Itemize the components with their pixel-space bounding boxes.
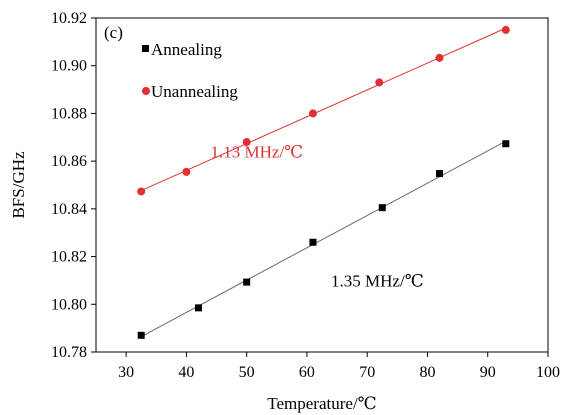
x-tick-label: 90	[480, 364, 496, 381]
slope-annotation-unannealing: 1.13 MHz/℃	[211, 143, 304, 162]
data-point-annealing	[309, 238, 317, 246]
data-point-unannealing	[137, 187, 146, 196]
slope-annotation-annealing: 1.35 MHz/℃	[331, 271, 424, 290]
legend-label-annealing: Annealing	[151, 40, 222, 59]
data-point-annealing	[194, 304, 202, 312]
x-tick-label: 30	[118, 364, 134, 381]
fit-line-unannealing	[140, 27, 507, 192]
x-tick-label: 100	[536, 364, 560, 381]
y-tick-label: 10.92	[51, 10, 87, 27]
data-point-annealing	[378, 204, 386, 212]
x-tick-label: 50	[239, 364, 255, 381]
legend-label-unannealing: Unannealing	[151, 82, 238, 101]
axis-ticks: 30 40 50 60 70 80 90 100 10.78 10.80 10.82 10.84 10.…	[51, 10, 560, 381]
y-axis-title: BFS/GHz	[9, 151, 28, 219]
data-point-unannealing	[182, 167, 191, 176]
y-tick-label: 10.82	[51, 249, 87, 266]
data-point-unannealing	[375, 78, 384, 87]
fit-line-annealing	[140, 140, 507, 338]
legend-marker-annealing	[142, 45, 149, 52]
legend-marker-unannealing	[142, 87, 150, 95]
data-markers	[137, 25, 510, 339]
data-point-annealing	[137, 331, 145, 339]
data-point-annealing	[243, 278, 251, 286]
data-point-annealing	[502, 140, 510, 148]
y-tick-label: 10.90	[51, 58, 87, 75]
y-tick-label: 10.86	[51, 153, 87, 170]
data-point-unannealing	[435, 53, 444, 62]
data-point-unannealing	[242, 138, 251, 147]
x-tick-label: 80	[419, 364, 435, 381]
data-point-annealing	[436, 170, 444, 178]
x-tick-label: 60	[299, 364, 315, 381]
y-tick-label: 10.78	[51, 344, 87, 361]
fit-lines	[140, 27, 507, 338]
y-tick-label: 10.84	[51, 201, 87, 218]
y-tick-label: 10.80	[51, 296, 87, 313]
x-tick-label: 40	[178, 364, 194, 381]
data-point-unannealing	[308, 109, 317, 118]
legend: Annealing Unannealing	[142, 40, 238, 101]
plot-area-frame	[95, 17, 549, 353]
panel-label: (c)	[104, 23, 123, 42]
y-tick-label: 10.88	[51, 105, 87, 122]
data-point-unannealing	[501, 25, 510, 34]
x-axis-title: Temperature/℃	[267, 394, 376, 413]
x-tick-label: 70	[359, 364, 375, 381]
